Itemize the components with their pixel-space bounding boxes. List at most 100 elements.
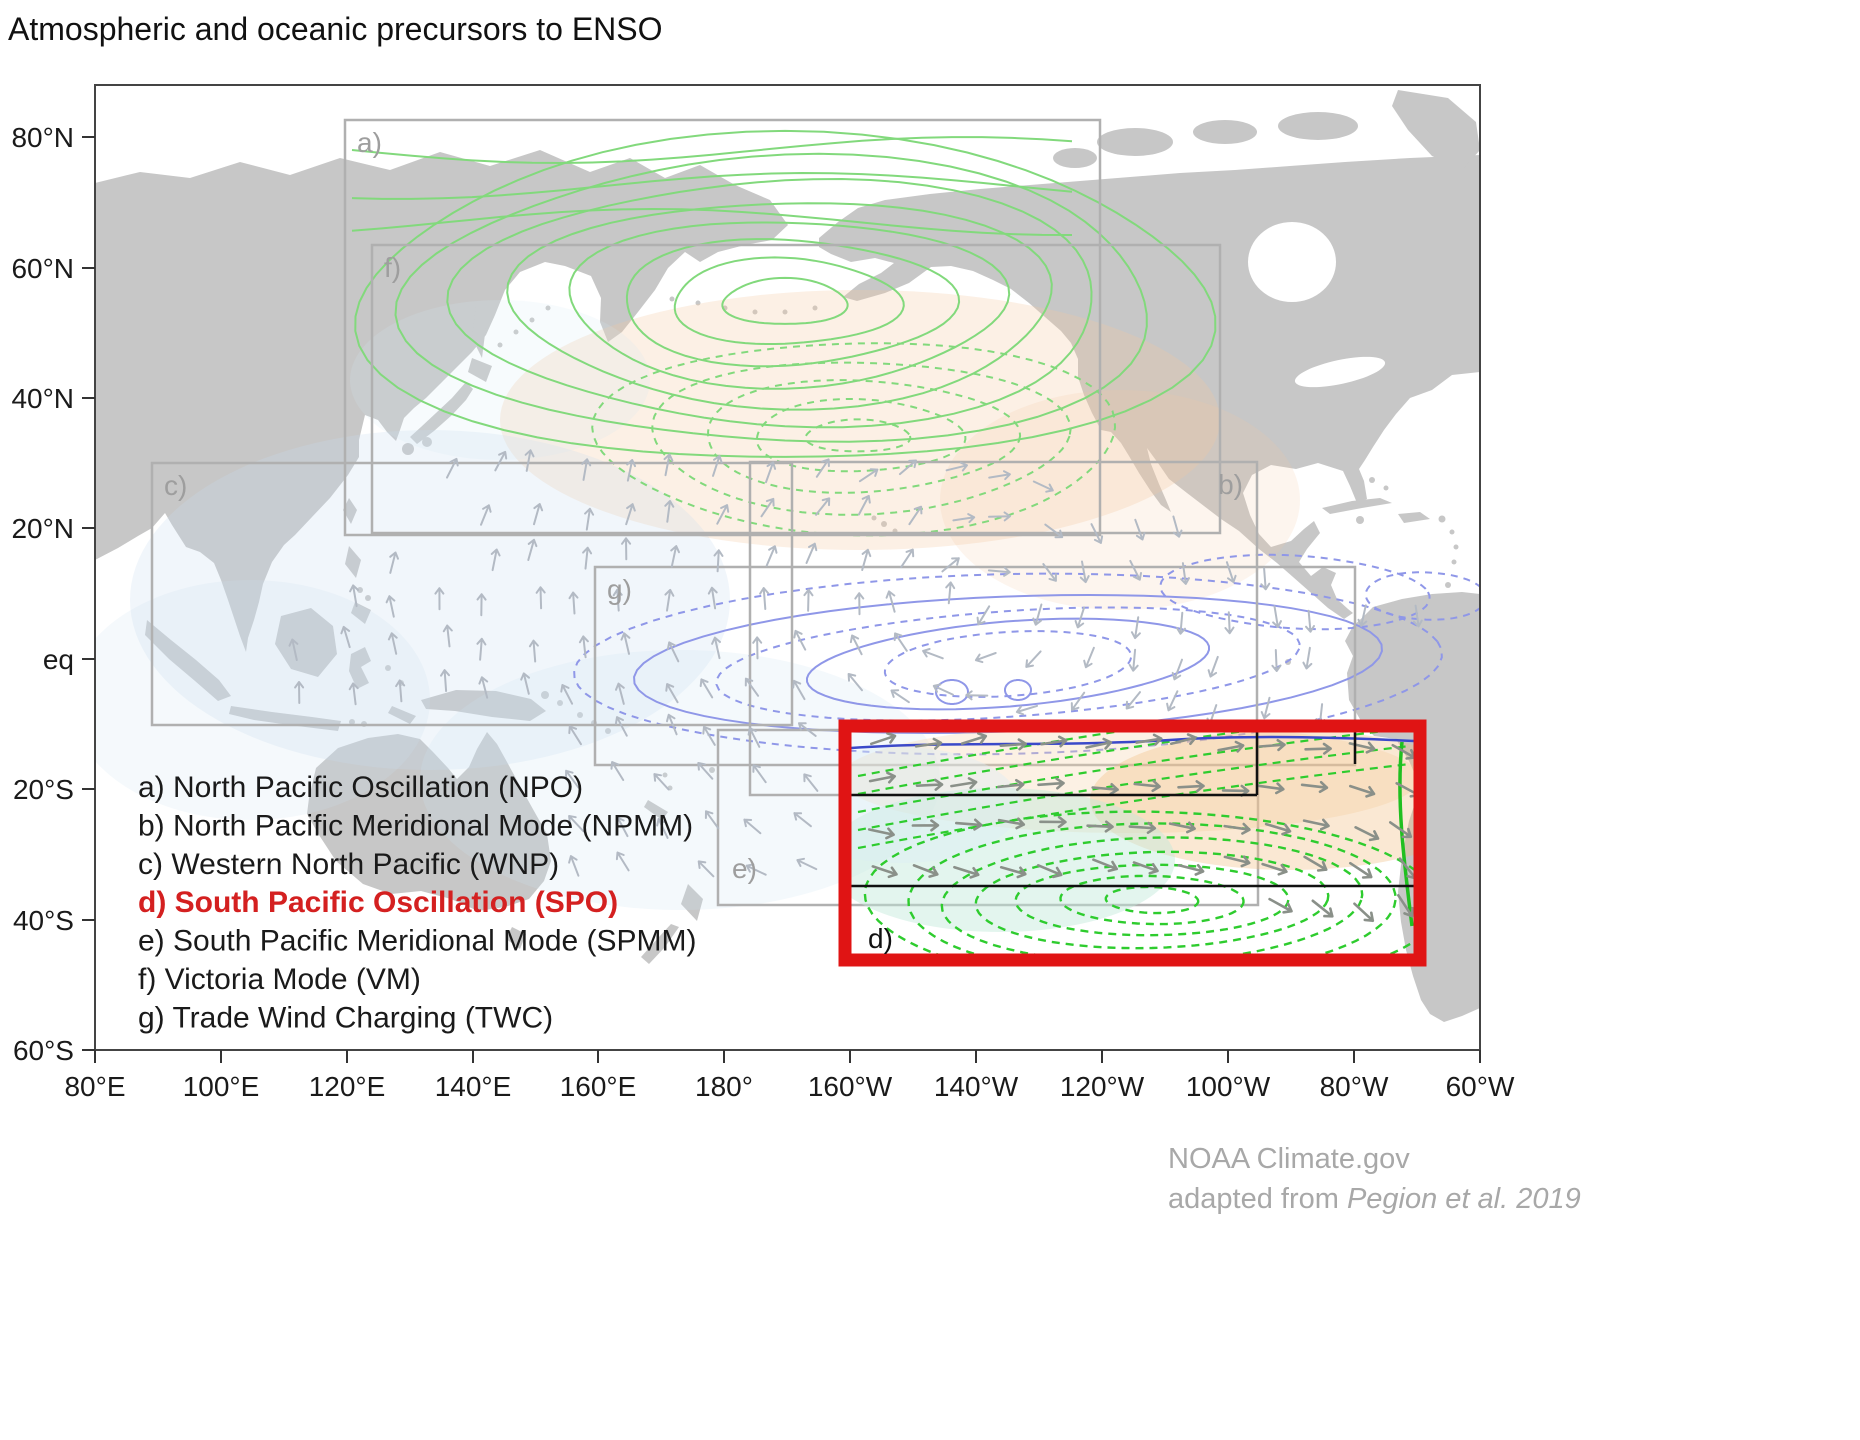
island-hokkaido [468, 358, 492, 382]
island-sumatra [145, 620, 231, 701]
wind-arrow-icon [893, 632, 908, 652]
wind-arrow-icon [1129, 559, 1142, 581]
island-hispaniola [1398, 512, 1430, 523]
wind-arrow-icon [385, 595, 396, 618]
island [497, 342, 503, 348]
np-contour-dashed [804, 418, 912, 453]
wind-arrow-icon [854, 592, 865, 616]
lon-tick-label: 100°W [1186, 1071, 1271, 1102]
wind-arrow-icon [1171, 658, 1183, 681]
region-box-label-a: a) [357, 127, 382, 158]
spo-upper-contour [857, 744, 1411, 832]
wind-arrow-icon [752, 764, 767, 784]
wind-arrow-icon [707, 586, 718, 610]
wind-arrow-icon [1085, 737, 1113, 750]
island [529, 317, 535, 323]
wind-arrow-icon [527, 538, 538, 561]
region-box-label-g: g) [607, 574, 632, 605]
wind-arrow-icon [1303, 855, 1328, 872]
blue-contour [715, 606, 1301, 722]
cool-anomaly-shade [95, 580, 430, 820]
wind-arrow-icon [1039, 815, 1067, 829]
wind-arrow-icon [612, 588, 623, 612]
island [662, 772, 668, 778]
wind-arrow-icon [476, 593, 487, 617]
lon-tick-label: 80°E [64, 1071, 125, 1102]
wind-arrow-icon [395, 679, 406, 703]
wind-arrow-icon [1132, 861, 1159, 875]
wind-arrow-icon [960, 732, 988, 745]
wind-arrow-icon [858, 468, 879, 483]
island [349, 719, 355, 725]
attribution-adapted-prefix: adapted from [1168, 1183, 1347, 1215]
wind-arrow-icon [1044, 523, 1064, 539]
wind-arrow-icon [348, 682, 359, 706]
region-box-g [593, 565, 1357, 767]
wind-arrow-icon [744, 677, 760, 697]
island-timor [388, 706, 416, 724]
wind-arrow-icon [1180, 562, 1190, 585]
island-tasmania [506, 927, 526, 949]
wind-arrow-icon [1264, 822, 1292, 836]
region-box-f [370, 243, 1222, 535]
wind-arrow-icon [615, 851, 630, 872]
wind-arrow-icon [533, 503, 544, 526]
wind-arrow-icon [535, 586, 546, 610]
wind-arrow-icon [849, 634, 863, 656]
wind-arrow-icon [871, 865, 898, 879]
wind-arrow-icon [747, 727, 761, 748]
wind-arrow-icon [288, 638, 299, 661]
wind-arrow-icon [1070, 691, 1086, 711]
wind-arrow-icon [997, 779, 1025, 792]
wind-arrow-icon [999, 866, 1027, 879]
np-contour-line [446, 177, 1093, 429]
wind-arrow-icon [490, 548, 501, 572]
wind-arrow-icon [697, 762, 714, 780]
lon-tick-label: 160°E [560, 1071, 637, 1102]
wind-arrow-icon [1133, 779, 1161, 792]
region-box-label-d: d) [868, 923, 893, 954]
wind-arrow-icon [666, 713, 678, 736]
wind-arrow-icon [626, 459, 636, 482]
wind-arrow-icon [294, 681, 305, 704]
island-honshu [410, 382, 473, 444]
island-kyushu [402, 443, 414, 455]
island-new-caledonia [644, 800, 668, 820]
equatorial-blue-contour-group [573, 572, 1443, 756]
wind-arrow-icon [664, 588, 675, 612]
wind-arrow-icon [621, 537, 632, 561]
wind-arrow-icon [1032, 480, 1054, 493]
wind-arrow-icon [1349, 784, 1376, 798]
wind-arrow-icon [494, 450, 508, 472]
wind-arrow-icon [765, 461, 777, 484]
wind-arrow-icon [987, 566, 1011, 577]
island-cuba [1322, 498, 1392, 514]
island [545, 305, 551, 311]
island [365, 595, 371, 601]
wind-arrow-icon [1305, 609, 1315, 633]
wind-arrow-icon [1389, 821, 1413, 839]
wind-arrow-icon [578, 635, 589, 659]
arctic-island [1278, 112, 1358, 140]
blue-contour [573, 572, 1443, 756]
wind-arrow-icon [1032, 603, 1043, 626]
wind-arrow-icon [1090, 523, 1104, 544]
np-contour-line [394, 152, 1148, 443]
wind-arrow-icon [1357, 604, 1368, 627]
wind-arrow-icon [1302, 818, 1330, 831]
np-contour-line [354, 129, 1217, 458]
lon-tick-label: 120°W [1060, 1071, 1145, 1102]
attribution-adapted: adapted from Pegion et al. 2019 [1168, 1183, 1581, 1215]
wind-arrow-icon [520, 672, 530, 695]
wind-arrow-icon [1261, 862, 1288, 876]
np-contour-dashed [651, 361, 1072, 516]
wind-arrow-icon [1015, 704, 1038, 716]
lon-tick-label: 140°W [934, 1071, 1019, 1102]
legend-item-d: d) South Pacific Oscillation (SPO) [138, 886, 618, 919]
region-box-label-b: b) [1218, 469, 1243, 500]
wind-arrow-icon [1086, 820, 1114, 833]
wind-arrow-icon [1258, 739, 1286, 752]
legend-item-g: g) Trade Wind Charging (TWC) [138, 1001, 553, 1034]
